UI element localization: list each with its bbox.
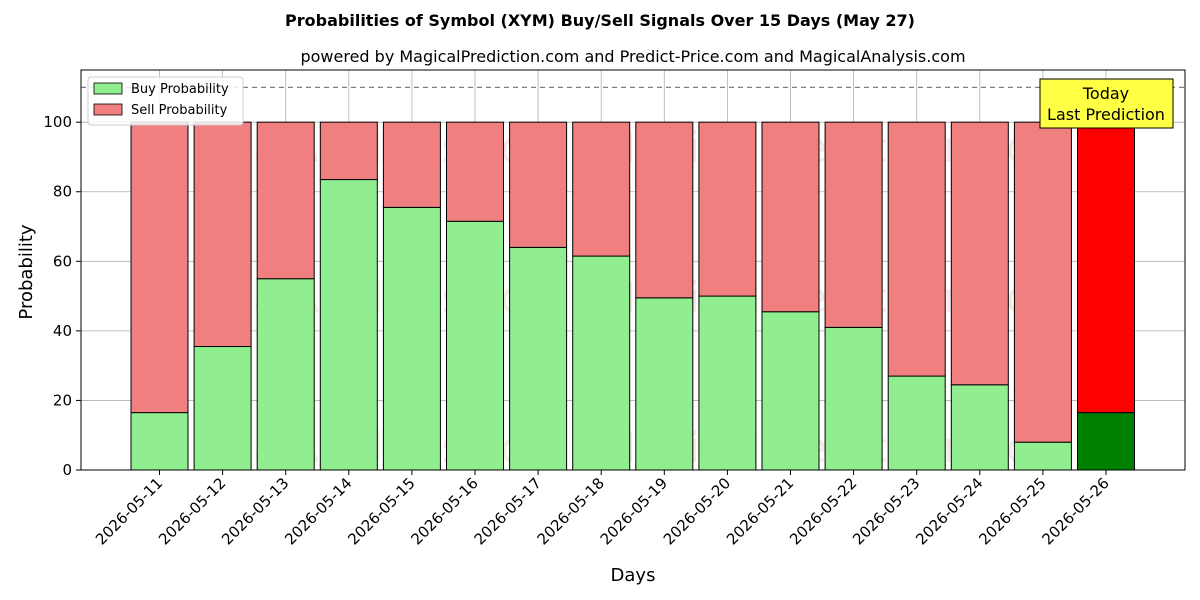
y-tick-label: 20: [53, 391, 72, 409]
bar-sell-2026-05-23: [887, 121, 946, 377]
x-tick-label: 2026-05-13: [218, 474, 292, 548]
plot-frame: [80, 69, 1186, 471]
x-tick-label: 2026-05-22: [786, 474, 860, 548]
bar-sell-2026-05-22: [824, 121, 883, 328]
bar-buy-2026-05-11: [130, 412, 189, 471]
y-tick-label: 100: [43, 113, 72, 131]
bar-buy-2026-05-24: [950, 384, 1009, 471]
y-ticks: 0 20 40 60 80 100: [43, 113, 81, 479]
x-axis-label: Days: [611, 565, 656, 586]
bar-sell-2026-05-12: [193, 121, 252, 348]
bar-sell-2026-05-11: [130, 121, 189, 414]
x-tick-label: 2026-05-14: [281, 474, 355, 548]
y-tick-label: 60: [53, 252, 72, 270]
bar-buy-2026-05-19: [635, 297, 694, 471]
bar-sell-2026-05-26: [1077, 121, 1135, 414]
x-tick-label: 2026-05-23: [849, 474, 923, 548]
today-annotation: Today Last Prediction: [1039, 78, 1174, 129]
bar-sell-2026-05-14: [319, 121, 378, 181]
x-tick-label: 2026-05-26: [1038, 474, 1112, 548]
bar-sell-2026-05-25: [1013, 121, 1072, 443]
today-annotation-line2: Last Prediction: [1047, 105, 1165, 124]
bar-buy-2026-05-17: [509, 246, 568, 471]
bar-sell-2026-05-18: [572, 121, 631, 257]
bar-sell-2026-05-17: [509, 121, 568, 248]
bar-sell-2026-05-19: [635, 121, 694, 299]
bar-buy-2026-05-12: [193, 346, 252, 471]
bar-buy-2026-05-18: [572, 255, 631, 471]
bar-buy-2026-05-16: [446, 220, 504, 471]
bar-sell-2026-05-24: [950, 121, 1009, 386]
bar-buy-2026-05-22: [824, 326, 883, 471]
chart-title: Probabilities of Symbol (XYM) Buy/Sell S…: [285, 11, 915, 30]
x-tick-label: 2026-05-24: [912, 474, 986, 548]
chart-subtitle: powered by MagicalPrediction.com and Pre…: [300, 47, 965, 66]
y-tick-label: 80: [53, 183, 72, 201]
x-tick-label: 2026-05-15: [344, 474, 418, 548]
y-axis-label: Probability: [16, 224, 37, 319]
bar-buy-2026-05-20: [698, 295, 757, 471]
bar-buy-2026-05-14: [319, 179, 378, 471]
bar-sell-2026-05-15: [382, 121, 441, 208]
legend: Buy Probability Sell Probability: [87, 76, 244, 126]
legend-label-buy: Buy Probability: [131, 82, 229, 97]
x-tick-label: 2026-05-19: [597, 474, 671, 548]
x-tick-label: 2026-05-11: [92, 474, 166, 548]
x-tick-label: 2026-05-16: [407, 474, 481, 548]
bar-sell-2026-05-20: [698, 121, 757, 297]
today-annotation-box: [1039, 78, 1174, 129]
legend-label-sell: Sell Probability: [131, 103, 228, 118]
bars: [130, 121, 1135, 471]
legend-box: [87, 76, 244, 126]
y-tick-label: 40: [53, 322, 72, 340]
x-tick-label: 2026-05-21: [723, 474, 797, 548]
bar-buy-2026-05-15: [382, 206, 441, 471]
x-tick-label: 2026-05-17: [471, 474, 545, 548]
x-tick-label: 2026-05-12: [155, 474, 229, 548]
legend-swatch-sell: [93, 103, 123, 116]
y-tick-label: 0: [62, 461, 72, 479]
today-annotation-line1: Today: [1082, 84, 1129, 103]
bar-buy-2026-05-13: [256, 278, 315, 471]
bar-buy-2026-05-26: [1077, 412, 1135, 471]
x-tick-label: 2026-05-25: [975, 474, 1049, 548]
x-tick-label: 2026-05-20: [660, 474, 734, 548]
bar-buy-2026-05-23: [887, 375, 946, 471]
legend-swatch-buy: [93, 82, 123, 95]
bar-sell-2026-05-16: [446, 121, 504, 222]
bar-sell-2026-05-13: [256, 121, 315, 280]
x-ticks: 2026-05-112026-05-122026-05-132026-05-14…: [92, 470, 1113, 548]
bar-buy-2026-05-25: [1013, 441, 1072, 471]
bar-sell-2026-05-21: [761, 121, 820, 313]
x-tick-label: 2026-05-18: [534, 474, 608, 548]
bar-buy-2026-05-21: [761, 311, 820, 471]
